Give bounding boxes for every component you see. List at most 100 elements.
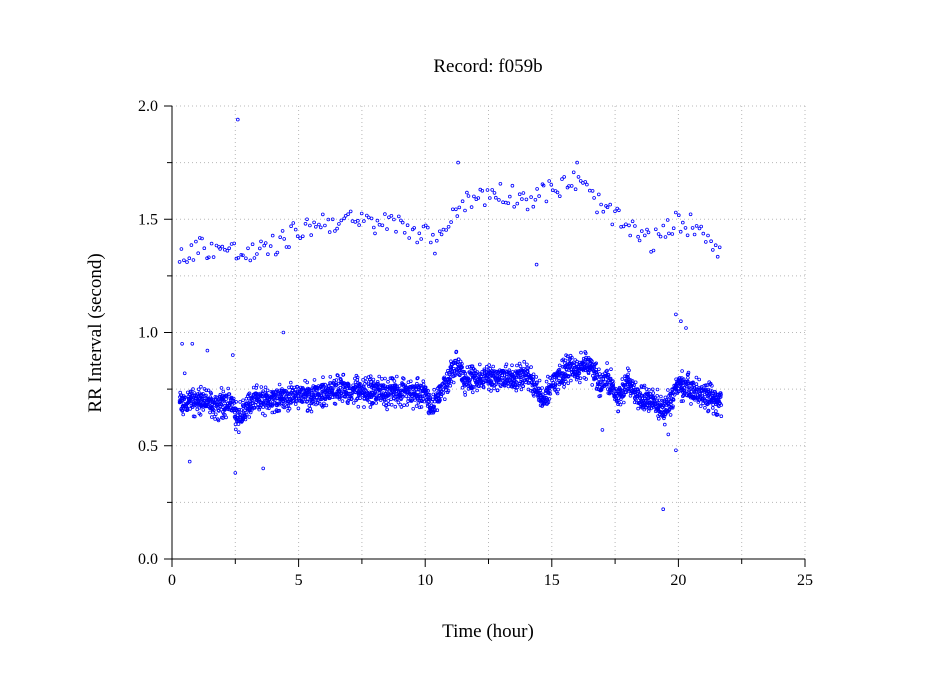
rr-point [358, 396, 362, 401]
rr-point [230, 403, 234, 407]
rr-upper-point [535, 187, 539, 191]
rr-point [680, 385, 684, 390]
rr-point [324, 403, 329, 408]
rr-point [419, 405, 424, 409]
rr-point [453, 373, 458, 377]
rr-upper-point [605, 205, 610, 210]
rr-point [447, 372, 452, 377]
rr-point [188, 407, 193, 411]
rr-point [408, 379, 413, 384]
rr-point [605, 361, 609, 365]
rr-upper-point [455, 214, 460, 218]
rr-point [563, 379, 568, 384]
rr-point [226, 405, 231, 410]
rr-point [504, 362, 509, 367]
rr-point [515, 363, 519, 368]
rr-point [555, 391, 560, 396]
rr-point [713, 391, 718, 395]
rr-upper-point [469, 205, 474, 209]
rr-point [540, 386, 544, 390]
rr-upper-point [576, 175, 581, 179]
rr-point [383, 376, 387, 381]
rr-upper-point [239, 253, 244, 257]
rr-point [438, 398, 442, 403]
y-tick-label: 0.5 [138, 438, 158, 455]
x-axis-label: Time (hour) [442, 621, 534, 642]
rr-point [267, 406, 271, 411]
rr-upper-point [541, 183, 546, 188]
rr-upper-point [337, 222, 341, 226]
rr-upper-point [407, 236, 412, 240]
rr-point [611, 379, 615, 383]
rr-point [193, 393, 197, 398]
rr-upper-point [617, 208, 621, 213]
rr-upper-point [544, 199, 549, 204]
rr-point [201, 408, 206, 412]
rr-point [710, 383, 714, 388]
rr-upper-point [715, 254, 720, 259]
rr-upper-point [177, 260, 182, 264]
y-tick-label: 2.0 [138, 98, 158, 115]
rr-point [289, 401, 293, 405]
rr-outlier-point [600, 428, 605, 432]
rr-upper-point [661, 223, 666, 228]
rr-point [401, 394, 405, 399]
rr-upper-point [218, 247, 222, 251]
rr-point [377, 393, 382, 398]
rr-upper-point [289, 224, 293, 229]
rr-point [411, 406, 416, 411]
rr-point [239, 413, 243, 418]
rr-point [441, 387, 445, 392]
rr-point [701, 396, 706, 401]
rr-point [681, 399, 685, 403]
rr-point [686, 379, 690, 384]
rr-point [691, 380, 695, 385]
rr-upper-point [485, 188, 490, 192]
rr-upper-point [658, 234, 663, 239]
rr-point [374, 401, 379, 405]
rr-upper-point [480, 189, 485, 193]
rr-point [696, 400, 701, 404]
rr-point [502, 383, 507, 388]
rr-upper-point [348, 209, 353, 214]
rr-point [618, 402, 623, 407]
rr-point [510, 370, 515, 374]
rr-upper-point [389, 214, 394, 218]
rr-point [518, 364, 523, 369]
rr-point [497, 378, 502, 382]
rr-upper-point [457, 205, 462, 210]
rr-point [317, 401, 322, 406]
rr-point [239, 408, 244, 412]
rr-point [395, 397, 400, 401]
rr-point [653, 395, 657, 400]
rr-upper-point [428, 240, 433, 245]
rr-upper-point [268, 244, 273, 248]
rr-point [557, 367, 562, 372]
rr-upper-point [263, 241, 268, 245]
rr-point [217, 398, 222, 403]
rr-point [611, 382, 615, 387]
rr-point [570, 355, 574, 360]
rr-point [270, 410, 275, 415]
rr-point [484, 364, 489, 369]
rr-point [287, 406, 292, 411]
rr-point [519, 377, 523, 382]
rr-upper-point [590, 189, 595, 193]
rr-upper-point [259, 239, 263, 244]
rr-upper-point [608, 202, 612, 207]
rr-point [320, 384, 325, 389]
rr-point [415, 376, 420, 380]
rr-point [224, 394, 229, 399]
rr-point [432, 404, 437, 409]
rr-upper-point [482, 203, 487, 208]
rr-point [532, 393, 536, 398]
rr-point [221, 416, 225, 420]
rr-upper-point [498, 182, 503, 186]
rr-point [686, 375, 690, 380]
rr-point [566, 374, 571, 378]
grid-lines [172, 105, 806, 559]
rr-upper-point [244, 256, 248, 261]
rr-upper-point [417, 231, 422, 236]
rr-point [718, 391, 723, 395]
rr-point [633, 380, 638, 385]
